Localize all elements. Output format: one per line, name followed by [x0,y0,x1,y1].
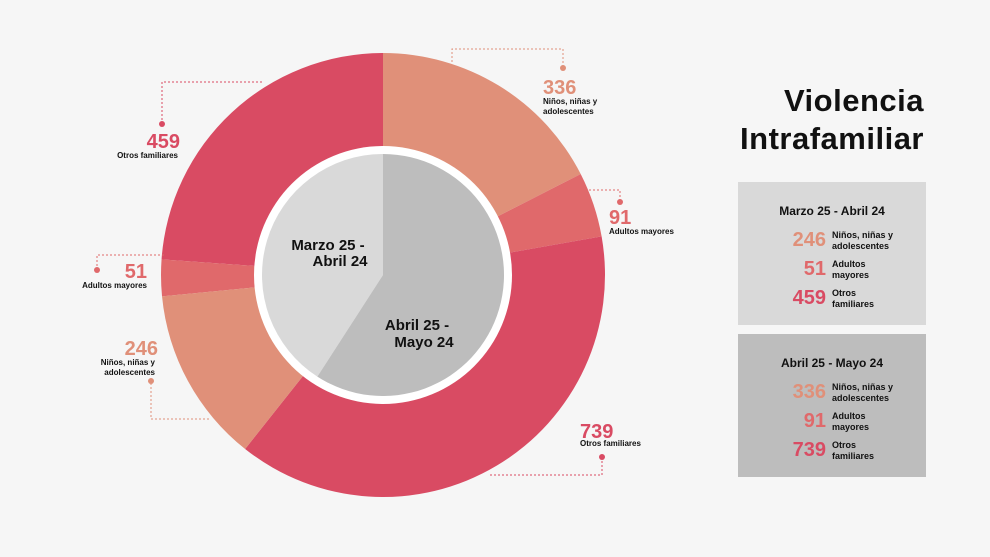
callout-label-739: Otros familiares [580,439,641,448]
legend-value: 459 [792,287,826,309]
legend-box-title: Abril 25 - Mayo 24 [780,356,884,370]
callout-label-51: Adultos mayores [82,281,147,290]
inner-label-2-line1: Abril 25 - [385,317,449,334]
inner-slice-abril-25-mayo-24 [317,154,504,397]
inner-ring [262,154,504,397]
callout-label-336-b: adolescentes [543,107,594,116]
slice-abril-25-mayo-24-ninos-ninas-y-adolescentes [383,53,581,217]
callout-value-246: 246 [125,338,158,360]
callout-value-336: 336 [543,77,576,99]
leader-dot [560,65,566,71]
page-title: Violencia Intrafamiliar [740,82,924,158]
callout-value-739: 739 [580,421,613,443]
callout-value-459: 459 [147,131,180,153]
title-line-2: Intrafamiliar [740,121,924,156]
legend-value: 246 [792,229,826,251]
legend-text: Niños, niñas y adolescentes [832,381,894,403]
callout-label-459: Otros familiares [117,151,178,160]
leader-dot [617,199,623,205]
legend-text: Otros familiares [832,439,875,461]
legend-value: 336 [792,381,826,403]
slice-abril-25-mayo-24-otros-familiares [245,236,605,497]
inner-label-1-line1: Marzo 25 - [291,237,364,254]
legend-row: 246 Niños, niñas y adolescentes [738,226,926,255]
leader-dot [159,121,165,127]
callout-label-91: Adultos mayores [609,227,674,236]
callout-leaders [94,48,623,476]
legend-text: Adultos mayores [832,258,870,280]
slice-abril-25-mayo-24-adultos-mayores [496,173,602,253]
legend-box-title: Marzo 25 - Abril 24 [779,204,885,218]
legend-value: 91 [803,410,826,432]
leader-line [490,459,603,476]
legend-text: Adultos mayores [832,410,870,432]
legend-row: 739 Otros familiares [738,436,926,465]
slice-marzo-25-abril-24-otros-familiares [161,53,383,267]
inner-label-2-line2: Mayo 24 [394,334,454,351]
callout-value-91: 91 [609,207,631,229]
callout-label-246-a: Niños, niñas y [101,358,156,367]
callout-label-246-b: adolescentes [104,368,155,377]
leader-dot [94,267,100,273]
leader-line [150,383,209,420]
leader-line [585,189,621,200]
legend-row: 51 Adultos mayores [738,255,926,284]
legend-text: Otros familiares [832,287,875,309]
leader-line [451,48,564,66]
legend-value: 51 [803,258,826,280]
title-line-1: Violencia [783,83,924,118]
legend-row: 459 Otros familiares [738,284,926,313]
leader-dot [148,378,154,384]
inner-slice-marzo-25-abril-24 [262,154,383,377]
leader-dot [599,454,605,460]
legend-box-period-1: Marzo 25 - Abril 24 246 Niños, niñas y ad… [738,182,926,325]
callout-label-336-a: Niños, niñas y [543,97,598,106]
callout-value-51: 51 [125,261,147,283]
legend-row: 91 Adultos mayores [738,407,926,436]
inner-label-1-line2: Abril 24 [312,253,368,270]
slice-marzo-25-abril-24-adultos-mayores [161,259,256,297]
legend-box-period-2: Abril 25 - Mayo 24 336 Niños, niñas y ado… [738,334,926,477]
legend-value: 739 [792,439,826,461]
legend-row: 336 Niños, niñas y adolescentes [738,378,926,407]
leader-line [161,81,262,122]
legend-text: Niños, niñas y adolescentes [832,229,894,251]
slice-marzo-25-abril-24-ninos-ninas-y-adolescentes [162,287,304,449]
